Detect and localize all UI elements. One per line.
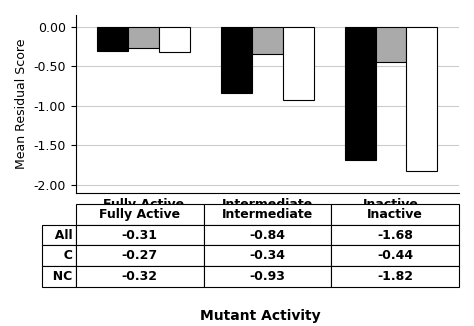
Bar	[283, 27, 314, 100]
Bar	[159, 27, 190, 52]
Y-axis label: Mean Residual Score: Mean Residual Score	[15, 39, 28, 169]
Bar	[252, 27, 283, 54]
Bar	[128, 27, 159, 48]
Bar	[407, 27, 438, 171]
Bar	[221, 27, 252, 93]
Bar	[98, 27, 128, 52]
Bar	[375, 27, 407, 62]
Text: Mutant Activity: Mutant Activity	[201, 309, 321, 323]
Bar	[345, 27, 375, 160]
